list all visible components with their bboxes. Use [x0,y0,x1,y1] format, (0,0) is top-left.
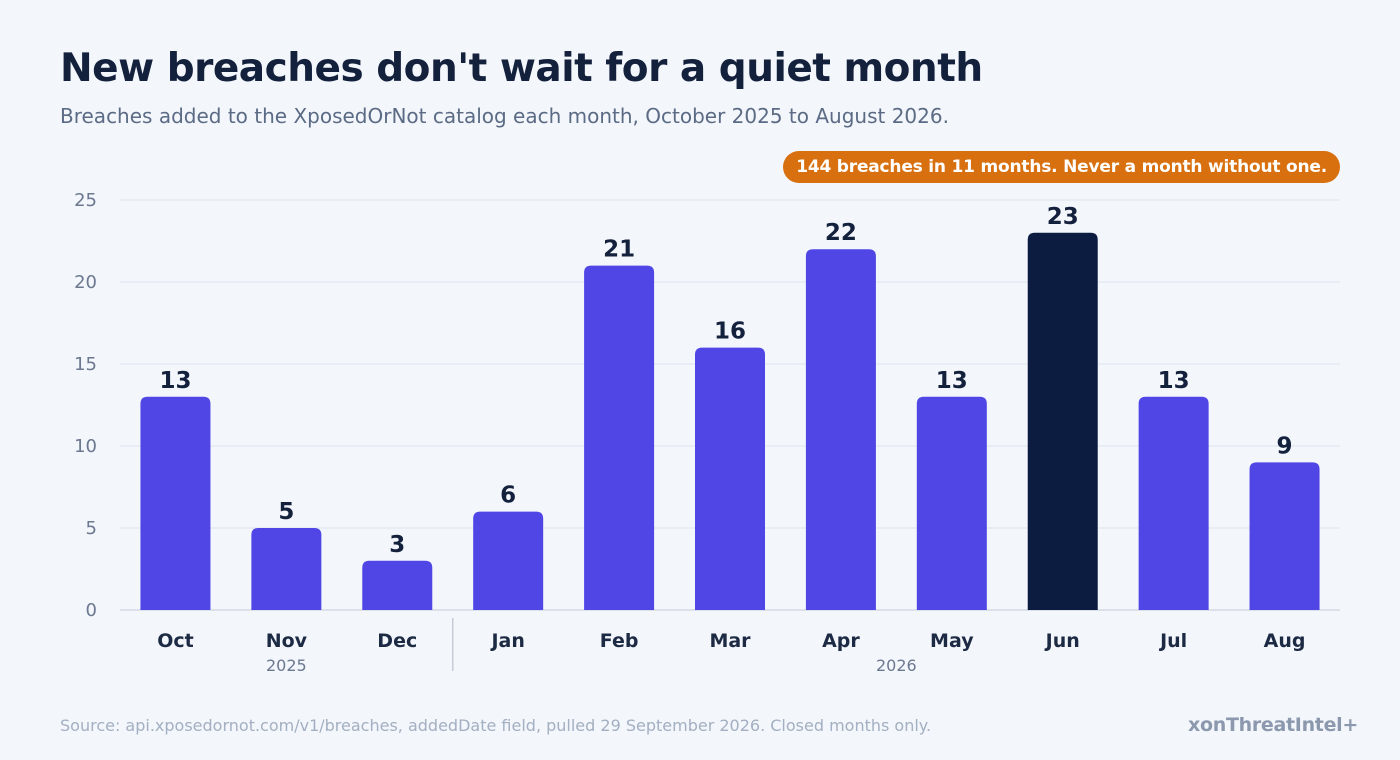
value-label-aug: 9 [1277,433,1293,459]
y-axis-ticks: 0 5 10 15 20 25 [74,190,97,621]
value-label-dec: 3 [389,532,405,558]
x-tick-label-may: May [930,630,974,652]
bar-dec [362,560,433,610]
value-label-may: 13 [936,368,968,394]
value-label-jun: 23 [1047,204,1079,230]
x-tick-label-jul: Jul [1158,630,1187,652]
y-tick-label: 15 [74,354,97,375]
x-tick-label-jun: Jun [1044,630,1080,652]
x-tick-label-aug: Aug [1264,630,1306,652]
bar-aug [1249,462,1320,610]
year-label-2025: 2025 [266,656,307,675]
x-tick-label-oct: Oct [157,630,194,652]
value-label-feb: 21 [603,237,635,263]
year-groups: 2025 2026 [266,618,917,675]
chart-title: New breaches don't wait for a quiet mont… [60,46,983,91]
value-labels: 13 5 3 6 21 16 22 13 23 13 9 [159,204,1292,558]
bar-mar [695,347,765,610]
bar-feb [584,265,655,610]
value-label-jan: 6 [500,483,516,509]
bar-jul [1138,396,1209,610]
bar-may [916,396,987,610]
x-tick-label-feb: Feb [600,630,639,652]
y-tick-label: 25 [74,190,97,211]
value-label-jul: 13 [1158,368,1190,394]
bar-nov [251,528,322,610]
value-label-apr: 22 [825,220,857,246]
bar-oct [140,396,211,610]
x-tick-label-apr: Apr [822,630,860,652]
x-tick-label-mar: Mar [709,630,751,652]
bar-apr [805,249,876,610]
brand-logo: xonThreatIntel+ [1188,714,1358,736]
y-tick-label: 10 [74,436,97,457]
year-label-2026: 2026 [876,656,917,675]
value-label-nov: 5 [278,499,294,525]
y-tick-label: 20 [74,272,97,293]
x-axis-labels: Oct Nov Dec Jan Feb Mar Apr May Jun Jul Aug [157,630,1305,652]
y-tick-label: 5 [86,518,97,539]
source-note: Source: api.xposedornot.com/v1/breaches,… [60,716,932,735]
bar-jan [473,511,544,610]
x-tick-label-jan: Jan [489,630,524,652]
callout-badge: 144 breaches in 11 months. Never a month… [783,151,1340,183]
value-label-mar: 16 [714,319,746,345]
bar-jun [1027,232,1098,611]
y-tick-label: 0 [86,600,97,621]
chart-subtitle: Breaches added to the XposedOrNot catalo… [60,104,949,128]
value-label-oct: 13 [159,368,191,394]
bars [140,232,1320,611]
x-tick-label-nov: Nov [266,630,308,652]
x-tick-label-dec: Dec [377,630,417,652]
